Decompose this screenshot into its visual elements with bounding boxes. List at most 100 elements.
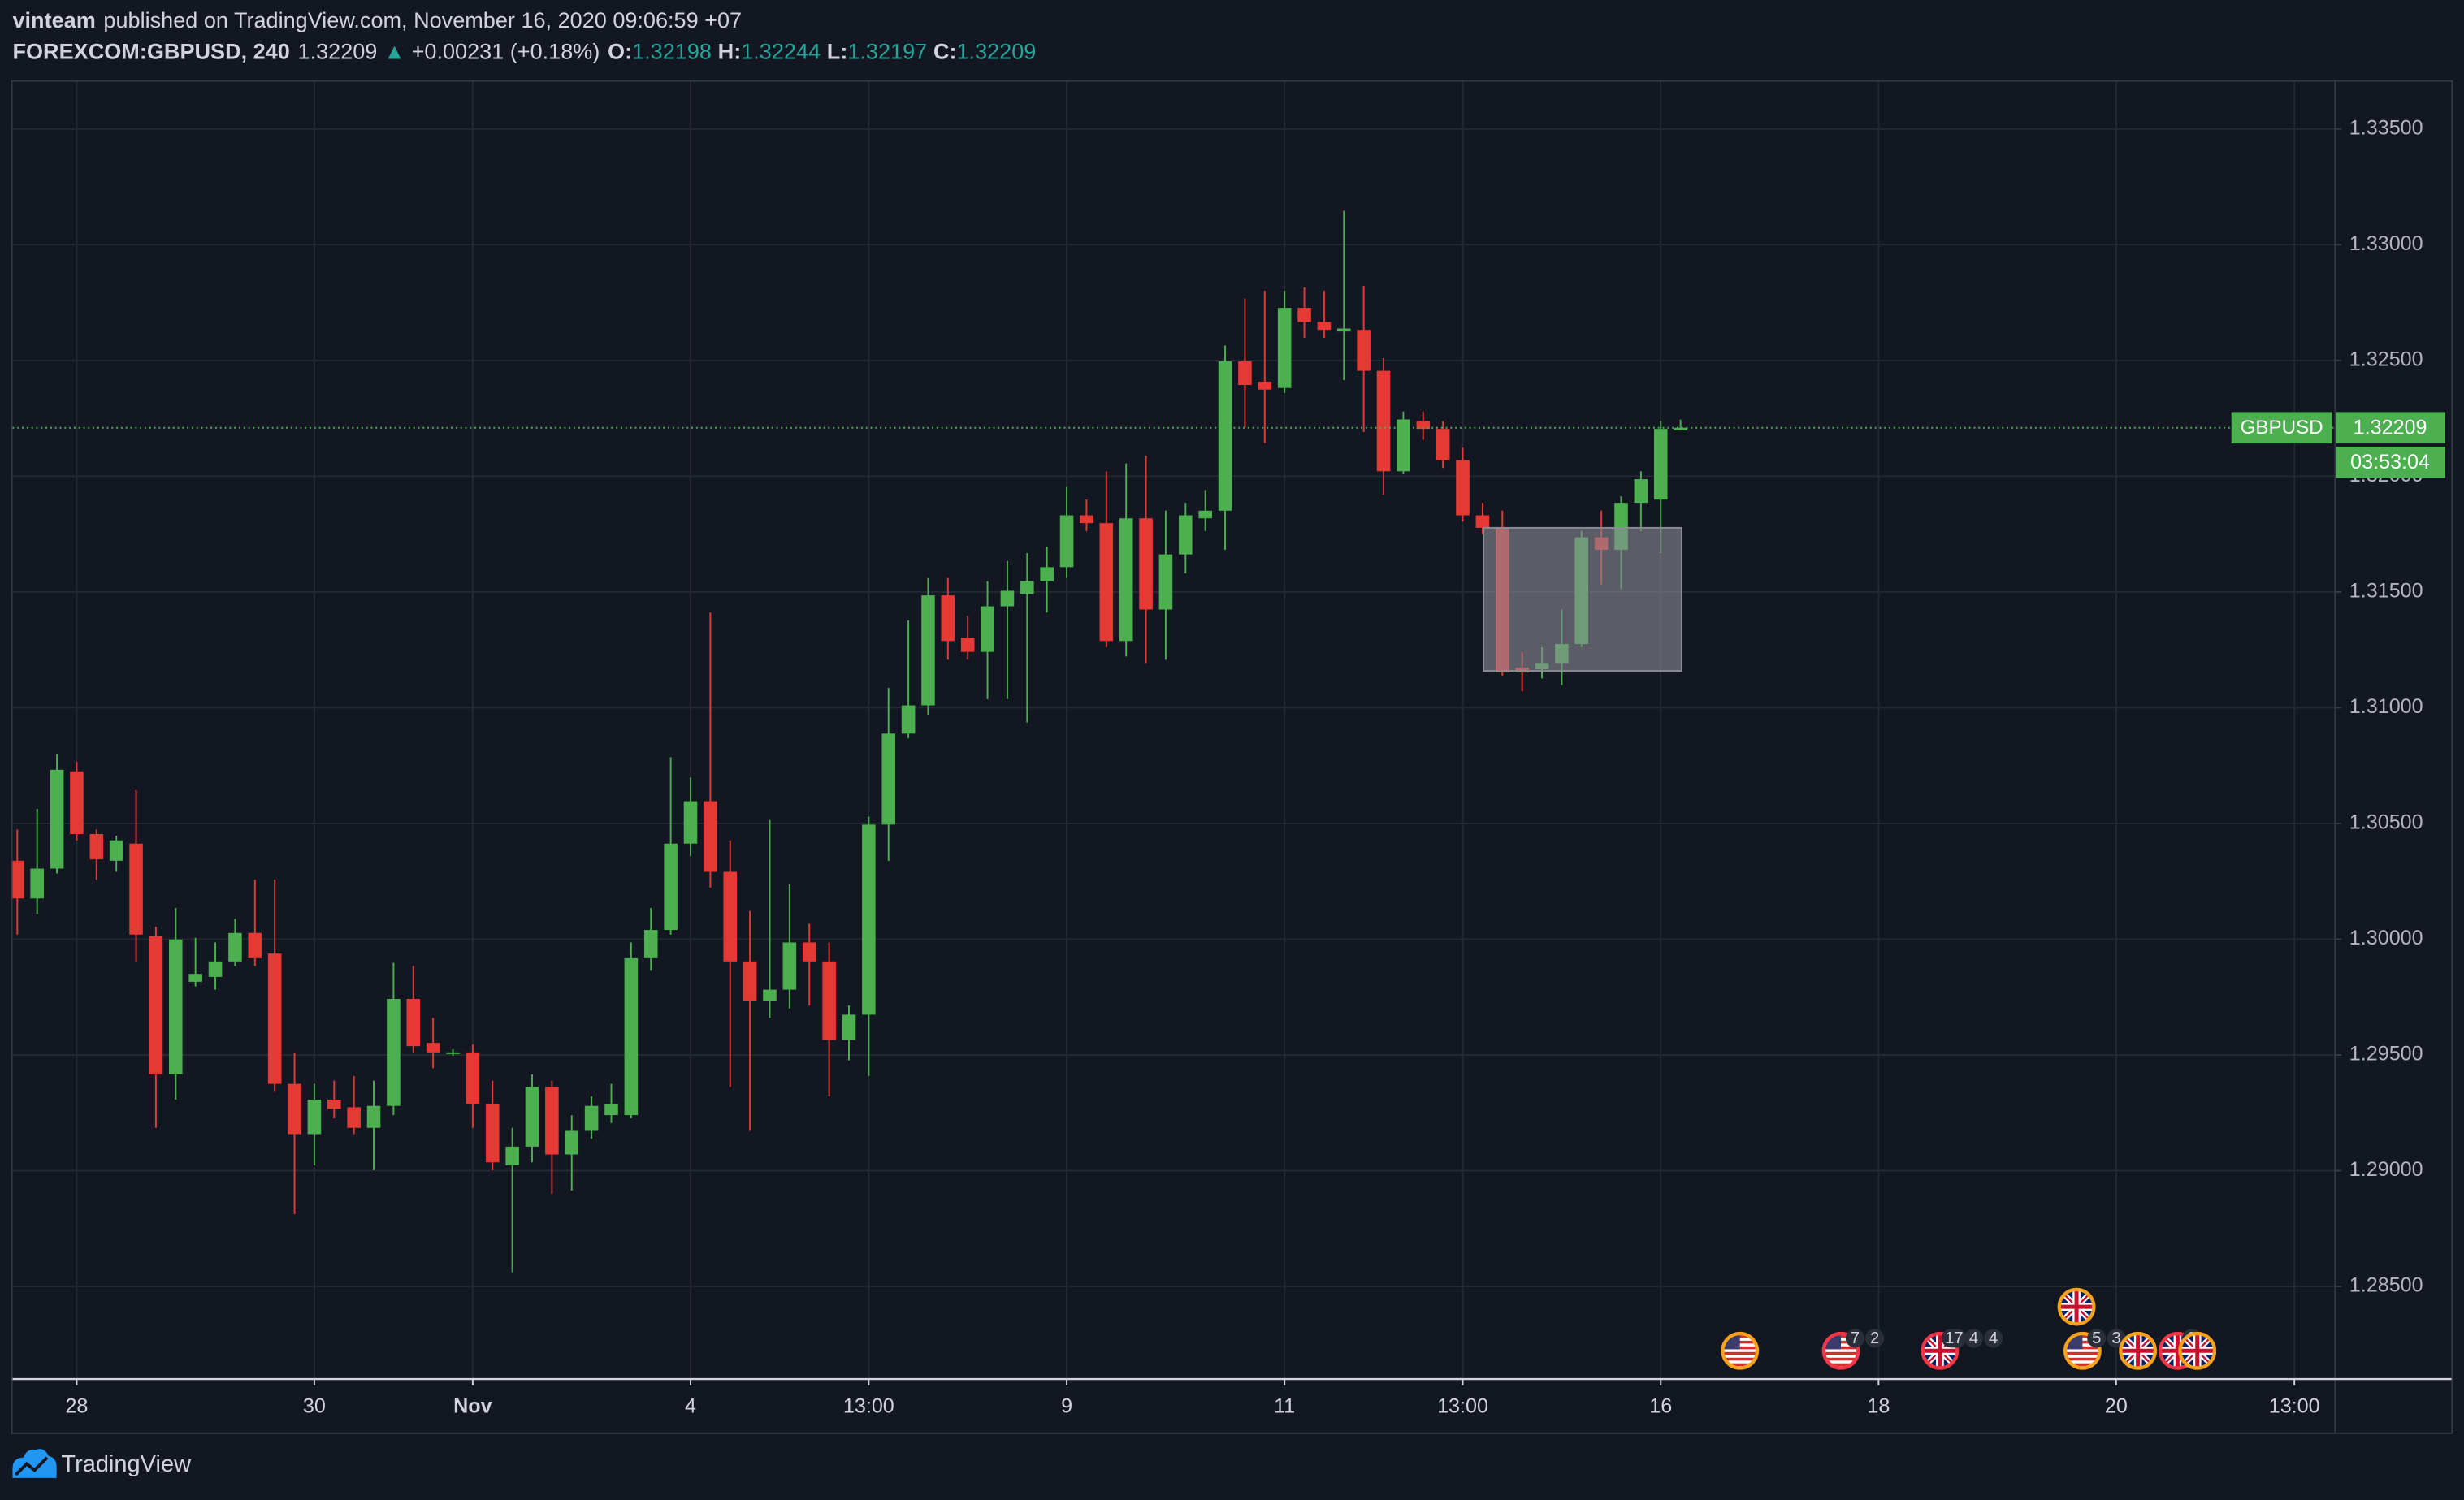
flag-ring: [1821, 1331, 1860, 1370]
event-badge: [1845, 1329, 1865, 1348]
flag-stripe: [1825, 1363, 1857, 1367]
candle-body: [683, 801, 698, 844]
flag-stripe: [2067, 1351, 2098, 1355]
candle-body: [50, 769, 64, 869]
event-badge: [1865, 1329, 1885, 1348]
candle-body: [1258, 382, 1272, 390]
event-badge-label: 3: [2111, 1329, 2120, 1347]
candle-body: [763, 989, 777, 1001]
candle-body: [366, 1105, 381, 1128]
candle-body: [1059, 515, 1074, 568]
event-badge-label: 17: [1945, 1329, 1964, 1347]
candle-body: [406, 999, 421, 1047]
candle-body: [782, 942, 797, 990]
candle-body: [1218, 361, 1232, 511]
candle-body: [1198, 510, 1212, 519]
candle-body: [1139, 518, 1153, 610]
x-tick-label: 13:00: [1437, 1395, 1488, 1418]
candle-body: [525, 1087, 539, 1147]
candle-body: [1653, 429, 1668, 500]
x-tick-label: 9: [1061, 1395, 1072, 1418]
candle-body: [485, 1104, 500, 1163]
flag-cross-red: [2122, 1334, 2154, 1367]
last-price: 1.32209: [298, 39, 378, 64]
candle-body: [743, 961, 757, 1001]
event-flag: [2119, 1331, 2158, 1370]
y-tick-label: 1.30000: [2349, 927, 2423, 949]
candle-body: [643, 930, 658, 958]
candle-body: [446, 1052, 460, 1054]
x-tick-label: 20: [2105, 1395, 2128, 1418]
y-tick-label: 1.29500: [2349, 1043, 2423, 1066]
y-tick-label: 1.32500: [2349, 348, 2423, 370]
event-badge: [2087, 1329, 2107, 1348]
price-label-box: [2335, 412, 2445, 444]
candle-body: [1317, 322, 1332, 331]
candle-body: [426, 1043, 440, 1053]
x-tick-label: 13:00: [2269, 1395, 2320, 1418]
event-badge-label: 5: [2092, 1329, 2101, 1347]
x-tick-label: 16: [1649, 1395, 1672, 1418]
candle-body: [1099, 523, 1114, 642]
high-value: 1.32244: [741, 39, 821, 64]
low-label: L:: [827, 39, 848, 64]
candle-body: [723, 871, 738, 962]
x-tick-label: 4: [685, 1395, 696, 1418]
x-tick-label: 11: [1274, 1395, 1295, 1418]
y-tick-label: 1.33500: [2349, 116, 2423, 139]
flag-cross-red: [2181, 1334, 2214, 1367]
event-flag: 17 4 4: [1921, 1329, 2003, 1370]
flag-ring: [2063, 1331, 2102, 1370]
candle-body: [1277, 308, 1292, 388]
candle-body: [862, 824, 876, 1015]
candle-body: [1456, 460, 1470, 516]
candle-body: [30, 868, 44, 899]
candle-body: [1376, 370, 1391, 472]
x-tick-label: Nov: [453, 1395, 492, 1418]
candle-body: [1674, 427, 1687, 430]
candle-body: [228, 932, 242, 962]
candle-body: [188, 974, 202, 982]
candle-body: [664, 843, 678, 931]
candle-body: [704, 801, 717, 872]
open-value: 1.32198: [632, 39, 712, 64]
event-badge-label: 4: [1989, 1329, 1998, 1347]
candle-body: [307, 1100, 322, 1135]
flag-stripe: [2067, 1363, 2098, 1367]
candle-body: [1436, 429, 1450, 460]
event-flag: [2178, 1331, 2217, 1370]
candle-body: [941, 595, 955, 642]
candle-body: [387, 999, 401, 1106]
high-label: H:: [718, 39, 742, 64]
candle-body: [584, 1105, 599, 1131]
price-label: 1.32209: [2354, 416, 2427, 439]
candle-body: [208, 961, 223, 977]
event-badge: [1964, 1329, 1984, 1348]
flag-ring: [2057, 1287, 2096, 1326]
candle-body: [169, 939, 183, 1074]
x-tick-label: 18: [1867, 1395, 1890, 1418]
candle-body: [901, 705, 916, 734]
candle-body: [109, 840, 123, 861]
x-tick-label: 28: [65, 1395, 88, 1418]
countdown-box: [2335, 446, 2445, 478]
candle-body: [822, 961, 836, 1040]
flag-stripe: [2067, 1357, 2098, 1361]
grid: 1.335001.330001.325001.320001.315001.310…: [12, 81, 2423, 1418]
y-tick-label: 1.31500: [2349, 579, 2423, 602]
event-badge-label: 4: [1969, 1329, 1978, 1347]
y-tick-label: 1.31000: [2349, 695, 2423, 718]
candle-body: [1000, 590, 1015, 607]
event-badge-label: 2: [1870, 1329, 1879, 1347]
highlight-box: [1483, 526, 1682, 672]
flag-stripe: [1724, 1351, 1756, 1355]
open-label: O:: [608, 39, 632, 64]
published: published on TradingView.com, November 1…: [103, 7, 742, 32]
flag-stripe: [1825, 1357, 1857, 1361]
y-tick-label: 1.33000: [2349, 232, 2423, 255]
candle-body: [327, 1100, 341, 1109]
